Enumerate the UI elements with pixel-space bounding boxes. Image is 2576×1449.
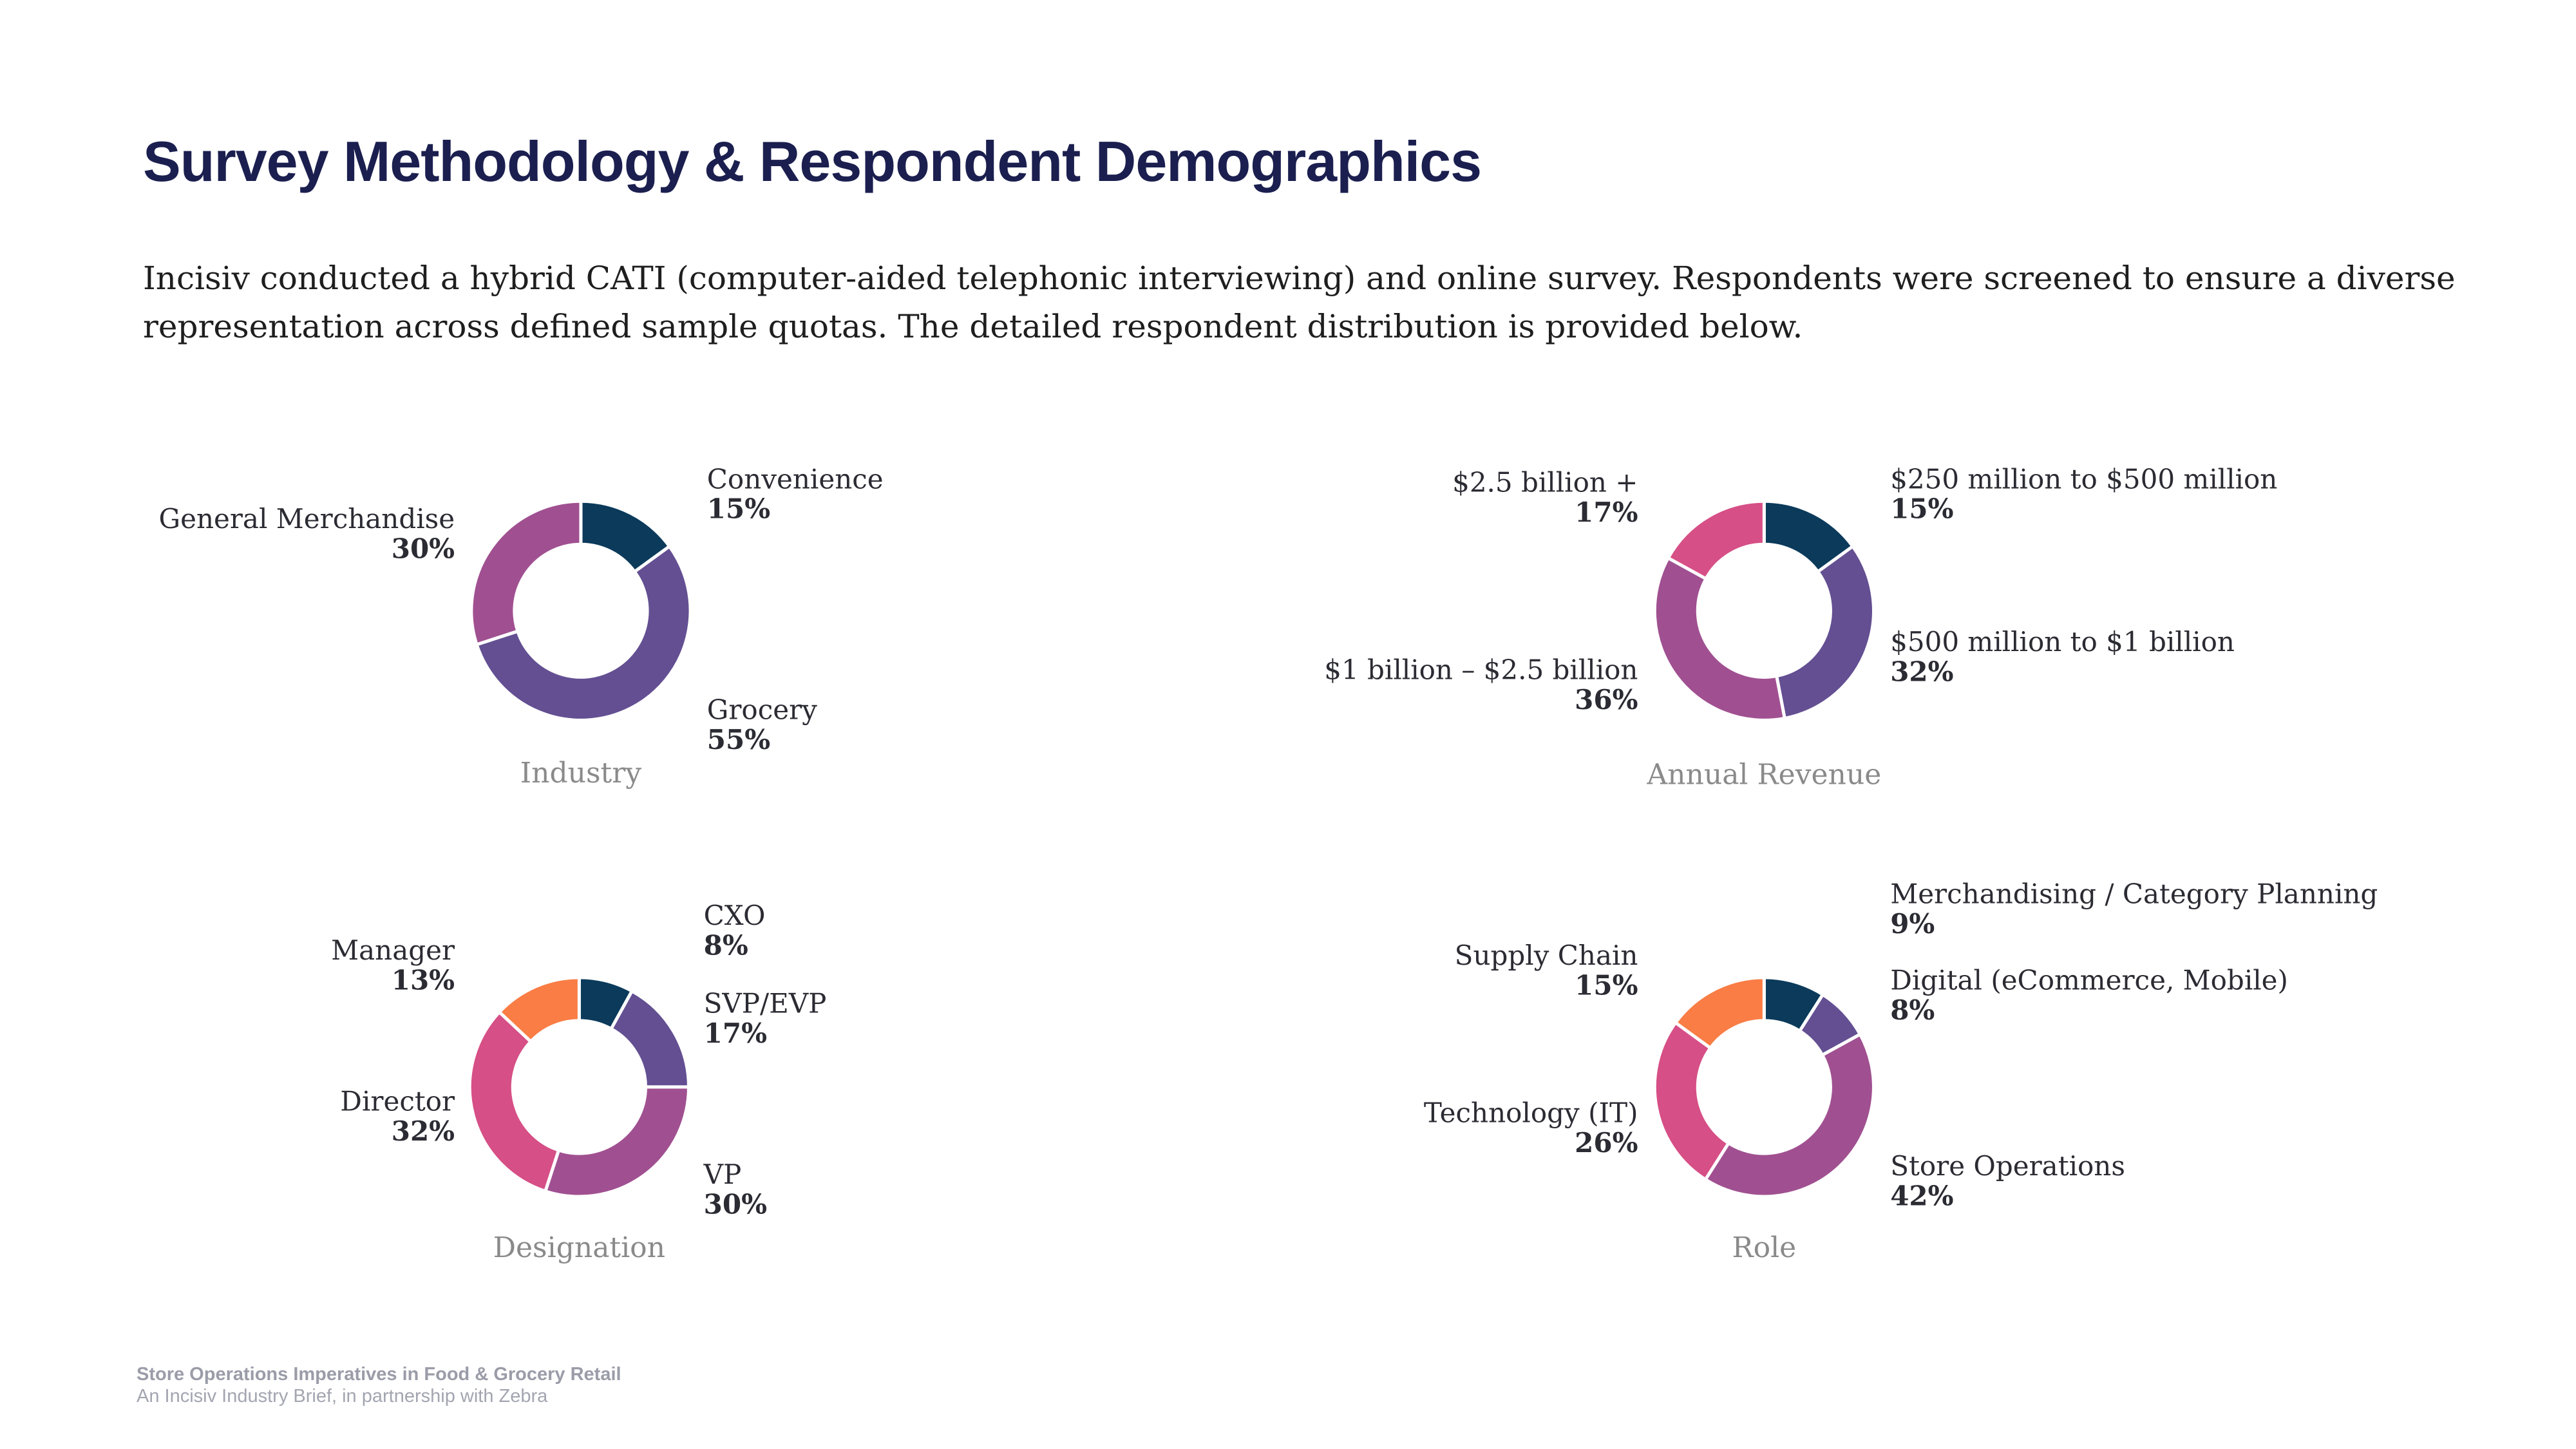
donut-slice	[1665, 499, 1766, 582]
donut-slice	[497, 976, 581, 1044]
slice-label: General Merchandise	[159, 503, 455, 535]
donut-slice	[475, 544, 692, 722]
chart-caption: Designation	[493, 1231, 665, 1264]
donut-slice	[1703, 1032, 1875, 1198]
slice-label: Manager	[331, 934, 455, 966]
slice-label: Technology (IT)	[1424, 1097, 1638, 1129]
slice-label: SVP/EVP	[704, 988, 827, 1019]
donut-slice	[469, 499, 583, 647]
donut-slice	[609, 989, 690, 1089]
slice-label: $2.5 billion +	[1452, 466, 1638, 498]
slice-label: $500 million to $1 billion	[1890, 626, 2235, 658]
slice-label: $1 billion – $2.5 billion	[1324, 654, 1638, 686]
slice-label: Merchandising / Category Planning	[1890, 878, 2378, 910]
slice-value: 30%	[704, 1188, 767, 1220]
slice-label: Convenience	[707, 463, 884, 495]
description: Incisiv conducted a hybrid CATI (compute…	[143, 260, 2456, 345]
slice-value: 17%	[1575, 497, 1638, 528]
chart-caption: Role	[1732, 1231, 1796, 1264]
slice-value: 13%	[392, 965, 455, 996]
slice-label: Director	[340, 1086, 455, 1117]
slice-value: 30%	[392, 533, 455, 565]
footer-subtitle: An Incisiv Industry Brief, in partnershi…	[137, 1386, 548, 1406]
slice-value: 15%	[1890, 493, 1953, 525]
slice-label: Supply Chain	[1455, 940, 1638, 971]
chart-caption: Industry	[520, 757, 642, 790]
donut-slice	[1673, 976, 1766, 1050]
slice-value: 8%	[704, 929, 748, 961]
slice-value: 8%	[1890, 994, 1935, 1026]
slice-label: $250 million to $500 million	[1890, 463, 2277, 495]
slice-value: 36%	[1575, 684, 1638, 715]
page-title: Survey Methodology & Respondent Demograp…	[143, 129, 1482, 193]
slice-label: Store Operations	[1890, 1150, 2125, 1182]
slice-value: 15%	[707, 493, 770, 525]
slice-value: 26%	[1575, 1127, 1638, 1159]
donut-slice	[543, 1085, 690, 1198]
slice-value: 55%	[707, 724, 770, 755]
slice-label: VP	[703, 1159, 742, 1190]
slice-value: 32%	[1890, 656, 1953, 687]
donut-slice	[468, 1009, 561, 1193]
slice-value: 15%	[1575, 969, 1638, 1001]
footer-title: Store Operations Imperatives in Food & G…	[137, 1364, 621, 1385]
slice-label: Grocery	[707, 694, 817, 726]
donut-slice	[1653, 556, 1787, 722]
slice-label: CXO	[704, 900, 766, 931]
slice-value: 17%	[704, 1018, 767, 1049]
donut-slice	[1774, 544, 1875, 721]
slice-value: 9%	[1890, 908, 1935, 940]
slice-label: Digital (eCommerce, Mobile)	[1890, 965, 2288, 996]
donut-slice	[1653, 1020, 1731, 1182]
slice-value: 42%	[1890, 1180, 1953, 1212]
chart-caption: Annual Revenue	[1646, 759, 1881, 791]
slice-value: 32%	[392, 1115, 455, 1147]
